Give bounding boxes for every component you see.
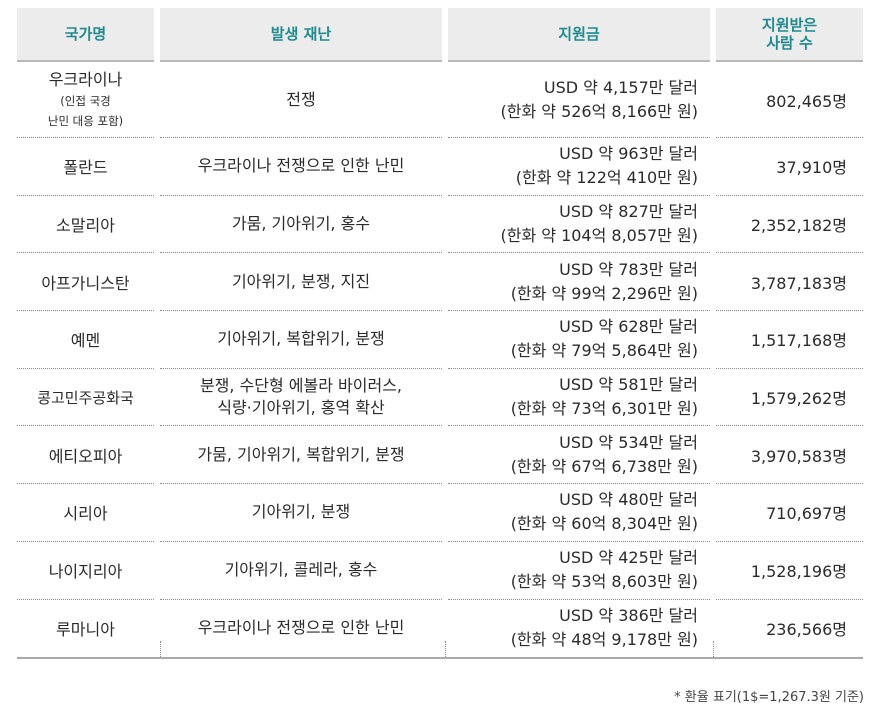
exchange-rate-footnote: * 환율 표기(1$=1,267.3원 기준) — [674, 690, 864, 705]
amount-cell: USD 약 534만 달러 (한화 약 67억 6,738만 원) — [448, 426, 710, 485]
disaster-cell: 분쟁, 수단형 에볼라 바이러스, 식량·기아위기, 홍역 확산 — [160, 369, 442, 427]
amount-krw: (한화 약 526억 8,166만 원) — [500, 101, 699, 121]
amount-cell: USD 약 386만 달러 (한화 약 48억 9,178만 원) — [448, 600, 710, 658]
disaster-cell: 기아위기, 복합위기, 분쟁 — [160, 311, 442, 369]
country-cell: 소말리아 — [17, 196, 154, 254]
people-cell: 710,697명 — [716, 484, 863, 542]
amount-krw: (한화 약 73억 6,301만 원) — [510, 399, 698, 419]
amount-cell: USD 약 963만 달러 (한화 약 122억 410만 원) — [448, 138, 710, 196]
amount-cell: USD 약 783만 달러 (한화 약 99억 2,296만 원) — [448, 253, 710, 312]
table-row: 아프가니스탄 기아위기, 분쟁, 지진 USD 약 783만 달러 (한화 약 … — [17, 253, 863, 312]
disaster-cell: 우크라이나 전쟁으로 인한 난민 — [197, 618, 405, 638]
people-cell: 236,566명 — [766, 620, 847, 640]
column-divider — [713, 641, 714, 657]
table-row: 콩고민주공화국 분쟁, 수단형 에볼라 바이러스, 식량·기아위기, 홍역 확산… — [17, 369, 863, 427]
country-cell: 아프가니스탄 — [17, 253, 154, 312]
amount-usd: USD 약 4,157만 달러 — [543, 77, 698, 97]
disaster-line2: 식량·기아위기, 홍역 확산 — [217, 398, 385, 418]
disaster-cell: 기아위기, 콜레라, 홍수 — [160, 542, 442, 600]
amount-usd: USD 약 963만 달러 — [559, 144, 698, 164]
country-note-line1: (인접 국경 — [60, 93, 111, 108]
amount-usd: USD 약 783만 달러 — [559, 259, 698, 279]
disaster-cell: 기아위기, 분쟁 — [160, 484, 442, 542]
country-cell: 나이지리아 — [17, 542, 154, 600]
amount-krw: (한화 약 48억 9,178만 원) — [510, 630, 698, 650]
column-divider — [160, 641, 161, 657]
amount-cell: USD 약 425만 달러 (한화 약 53억 8,603만 원) — [448, 542, 710, 600]
header-disaster: 발생 재난 — [160, 8, 442, 62]
amount-cell: USD 약 628만 달러 (한화 약 79억 5,864만 원) — [448, 311, 710, 369]
header-people-line1: 지원받은 — [761, 16, 818, 34]
amount-usd: USD 약 827만 달러 — [559, 202, 698, 222]
amount-usd: USD 약 425만 달러 — [559, 548, 698, 568]
table-row: 루마니아 우크라이나 전쟁으로 인한 난민 USD 약 386만 달러 (한화 … — [17, 600, 863, 658]
table-row: 에티오피아 가뭄, 기아위기, 복합위기, 분쟁 USD 약 534만 달러 (… — [17, 426, 863, 485]
country-cell: 폴란드 — [17, 138, 154, 196]
people-cell: 3,970,583명 — [716, 426, 863, 485]
amount-usd: USD 약 534만 달러 — [559, 432, 698, 452]
amount-usd: USD 약 628만 달러 — [559, 317, 698, 337]
disaster-cell: 가뭄, 기아위기, 홍수 — [160, 196, 442, 254]
amount-usd: USD 약 581만 달러 — [559, 375, 698, 395]
disaster-line1: 분쟁, 수단형 에볼라 바이러스, — [199, 376, 403, 396]
country-name: 우크라이나 — [48, 69, 123, 89]
amount-cell: USD 약 4,157만 달러 (한화 약 526억 8,166만 원) — [448, 62, 710, 138]
table-row: 우크라이나 (인접 국경 난민 대응 포함) 전쟁 USD 약 4,157만 달… — [17, 62, 863, 138]
amount-krw: (한화 약 104억 8,057만 원) — [500, 226, 699, 246]
amount-krw: (한화 약 99억 2,296만 원) — [510, 283, 698, 303]
disaster-cell: 전쟁 — [160, 62, 442, 138]
country-note-line2: 난민 대응 포함) — [47, 113, 124, 128]
header-people-line2: 사람 수 — [766, 34, 813, 52]
country-cell: 시리아 — [17, 484, 154, 542]
table-row: 소말리아 가뭄, 기아위기, 홍수 USD 약 827만 달러 (한화 약 10… — [17, 196, 863, 254]
amount-cell: USD 약 581만 달러 (한화 약 73억 6,301만 원) — [448, 369, 710, 427]
amount-usd: USD 약 480만 달러 — [559, 490, 698, 510]
table-header-row: 국가명 발생 재난 지원금 지원받은 사람 수 — [17, 8, 863, 62]
amount-krw: (한화 약 60억 8,304만 원) — [510, 514, 698, 534]
country-cell: 콩고민주공화국 — [17, 369, 154, 427]
amount-krw: (한화 약 79억 5,864만 원) — [510, 341, 698, 361]
header-people: 지원받은 사람 수 — [716, 8, 863, 62]
people-cell: 37,910명 — [716, 138, 863, 196]
country-cell: 루마니아 — [56, 620, 115, 640]
people-cell: 3,787,183명 — [716, 253, 863, 312]
table-row: 시리아 기아위기, 분쟁 USD 약 480만 달러 (한화 약 60억 8,3… — [17, 484, 863, 542]
people-cell: 802,465명 — [716, 62, 863, 138]
people-cell: 1,579,262명 — [716, 369, 863, 427]
header-amount: 지원금 — [448, 8, 710, 62]
aid-table: 국가명 발생 재난 지원금 지원받은 사람 수 우크라이나 (인접 국경 난민 … — [17, 8, 863, 657]
disaster-cell: 가뭄, 기아위기, 복합위기, 분쟁 — [160, 426, 442, 485]
column-divider — [445, 641, 446, 657]
table-row: 예멘 기아위기, 복합위기, 분쟁 USD 약 628만 달러 (한화 약 79… — [17, 311, 863, 369]
table-row: 폴란드 우크라이나 전쟁으로 인한 난민 USD 약 963만 달러 (한화 약… — [17, 138, 863, 196]
amount-krw: (한화 약 67억 6,738만 원) — [510, 456, 698, 476]
people-cell: 1,517,168명 — [716, 311, 863, 369]
country-cell: 에티오피아 — [17, 426, 154, 485]
table-bottom-rule — [17, 657, 863, 659]
people-cell: 2,352,182명 — [716, 196, 863, 254]
table-row: 나이지리아 기아위기, 콜레라, 홍수 USD 약 425만 달러 (한화 약 … — [17, 542, 863, 600]
amount-cell: USD 약 480만 달러 (한화 약 60억 8,304만 원) — [448, 484, 710, 542]
disaster-cell: 우크라이나 전쟁으로 인한 난민 — [160, 138, 442, 196]
amount-krw: (한화 약 53억 8,603만 원) — [510, 572, 698, 592]
amount-krw: (한화 약 122억 410만 원) — [515, 168, 698, 188]
header-country: 국가명 — [17, 8, 154, 62]
country-cell: 우크라이나 (인접 국경 난민 대응 포함) — [17, 62, 154, 138]
amount-usd: USD 약 386만 달러 — [559, 606, 698, 626]
disaster-cell: 기아위기, 분쟁, 지진 — [160, 253, 442, 312]
amount-cell: USD 약 827만 달러 (한화 약 104억 8,057만 원) — [448, 196, 710, 254]
people-cell: 1,528,196명 — [716, 542, 863, 600]
country-cell: 예멘 — [17, 311, 154, 369]
